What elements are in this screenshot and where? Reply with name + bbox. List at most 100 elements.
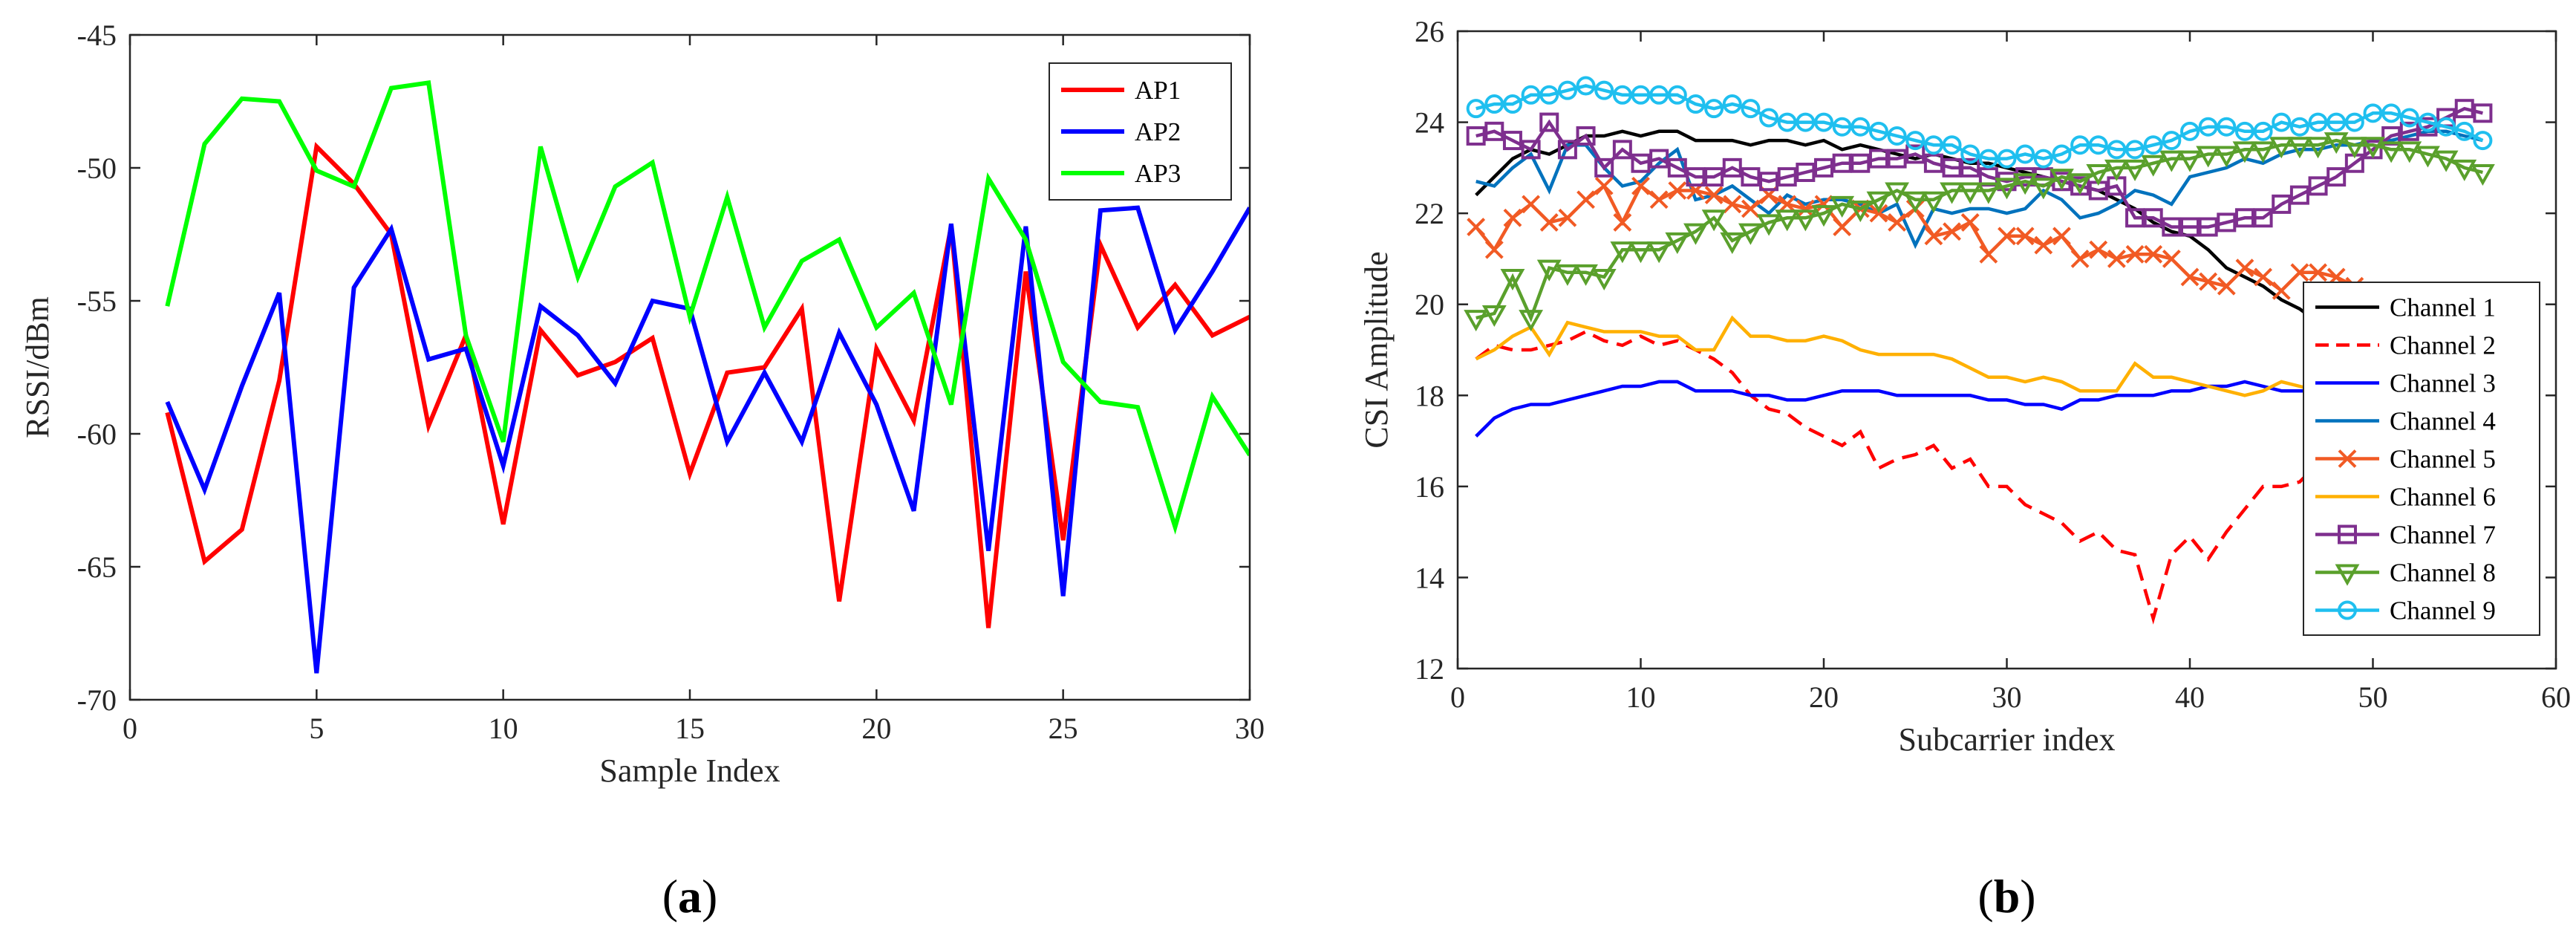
data-point-channel-5 (1503, 208, 1522, 227)
data-layer (1464, 76, 2495, 625)
data-point-channel-7 (1704, 167, 1724, 187)
y-tick-label: -55 (77, 285, 117, 318)
x-tick-label: 40 (2175, 680, 2205, 714)
chart-panel-b: 0 10 20 30 40 50 60 12 14 16 18 20 22 24 26 Subcarrier … (1358, 15, 2571, 923)
data-point-channel-9 (2399, 108, 2419, 128)
data-point-channel-7 (1649, 149, 1669, 169)
data-point-channel-7 (1741, 167, 1761, 187)
y-tick-label: 26 (1415, 15, 1444, 48)
data-point-channel-9 (2344, 112, 2364, 132)
data-point-channel-9 (2436, 117, 2456, 137)
data-point-channel-8 (2361, 137, 2385, 159)
data-point-channel-8 (1995, 178, 2019, 200)
series-line-ap1 (165, 142, 1250, 628)
data-point-channel-8 (2470, 163, 2495, 186)
data-point-channel-8 (1555, 264, 1580, 286)
data-point-channel-5 (1613, 212, 1632, 232)
x-tick-label: 0 (123, 712, 137, 745)
data-point-channel-9 (2198, 117, 2218, 137)
data-point-channel-8 (1481, 305, 1507, 328)
data-point-channel-8 (2232, 141, 2257, 163)
data-point-channel-5 (1888, 212, 1907, 232)
data-point-channel-8 (1610, 241, 1635, 264)
series-line-ap3 (165, 80, 1250, 535)
data-point-channel-5 (1467, 218, 1486, 236)
data-point-channel-7 (1905, 144, 1926, 164)
data-point-channel-8 (1756, 214, 1781, 236)
data-point-channel-8 (1811, 205, 1836, 227)
data-point-channel-7 (1722, 157, 1742, 178)
data-point-channel-9 (1484, 94, 1504, 114)
panel-label-close: ) (2020, 870, 2035, 923)
y-tick-label: 20 (1415, 288, 1444, 322)
data-point-channel-8 (1574, 264, 1598, 286)
panel-label-letter: a (678, 870, 702, 923)
data-point-channel-5 (1796, 199, 1815, 218)
data-point-channel-5 (2144, 244, 2163, 264)
data-point-channel-9 (2143, 135, 2163, 155)
data-point-channel-9 (2052, 144, 2072, 164)
data-point-channel-9 (1814, 112, 1833, 132)
data-point-channel-7 (1814, 157, 1833, 178)
data-point-channel-8 (2269, 137, 2294, 159)
data-point-channel-8 (2031, 178, 2056, 200)
data-point-channel-9 (1960, 144, 1980, 164)
x-tick-label: 30 (1235, 712, 1265, 745)
y-tick-label: 14 (1415, 561, 1444, 594)
legend: AP1 AP2 AP3 (1049, 62, 1232, 201)
data-point-channel-9 (1466, 99, 1486, 119)
data-point-channel-9 (2326, 112, 2347, 132)
data-point-channel-8 (1848, 201, 1873, 223)
data-point-channel-8 (1830, 195, 1855, 218)
legend-label: Channel 9 (2390, 596, 2496, 625)
data-point-channel-8 (2122, 159, 2148, 181)
data-point-channel-8 (1976, 182, 2001, 204)
data-point-channel-9 (2272, 112, 2292, 132)
data-point-channel-8 (1720, 232, 1745, 254)
data-point-channel-9 (2454, 121, 2474, 141)
data-point-channel-8 (2104, 159, 2129, 181)
x-tick-label: 25 (1049, 712, 1078, 745)
legend-label: Channel 1 (2390, 293, 2496, 322)
data-point-channel-5 (2254, 267, 2273, 287)
legend-marker (2338, 600, 2357, 620)
data-point-channel-8 (1683, 223, 1708, 245)
data-point-channel-5 (2125, 244, 2145, 264)
data-point-channel-8 (2397, 141, 2422, 163)
y-tick-label: -70 (77, 683, 117, 717)
data-point-channel-8 (2067, 173, 2093, 195)
data-point-channel-9 (2217, 117, 2237, 137)
y-tick-label: -50 (77, 152, 117, 185)
data-point-channel-7 (2326, 167, 2347, 187)
data-point-channel-8 (1665, 232, 1690, 254)
x-tick-label: 50 (2358, 680, 2388, 714)
x-tick-label: 0 (1450, 680, 1465, 714)
data-point-channel-7 (1923, 153, 1943, 173)
legend-label: Channel 4 (2390, 407, 2496, 436)
x-tick-label: 15 (675, 712, 705, 745)
data-point-channel-8 (1957, 182, 1983, 204)
data-point-channel-8 (2214, 146, 2239, 168)
data-point-channel-7 (1686, 167, 1706, 187)
data-point-channel-9 (1649, 85, 1669, 105)
data-point-channel-5 (2235, 259, 2254, 278)
data-point-channel-9 (2308, 112, 2328, 132)
y-tick-label: 16 (1415, 470, 1444, 504)
data-point-channel-9 (1868, 121, 1888, 141)
y-tick-label: 24 (1415, 106, 1444, 140)
data-point-channel-7 (2234, 208, 2254, 228)
data-point-channel-8 (2378, 141, 2404, 163)
panel-label-open: ( (662, 870, 678, 923)
data-point-channel-7 (1832, 153, 1852, 173)
legend-label: Channel 8 (2390, 559, 2496, 588)
data-point-channel-9 (1997, 149, 2017, 169)
data-point-channel-7 (1557, 140, 1577, 160)
x-axis-label: Subcarrier index (1899, 721, 2116, 758)
data-point-channel-7 (2198, 217, 2218, 237)
data-point-channel-9 (1887, 126, 1907, 146)
data-point-channel-7 (2162, 217, 2182, 237)
legend-marker (2338, 524, 2357, 544)
data-point-channel-8 (1646, 241, 1672, 264)
x-tick-label: 20 (1809, 680, 1839, 714)
data-point-channel-5 (2107, 250, 2126, 268)
